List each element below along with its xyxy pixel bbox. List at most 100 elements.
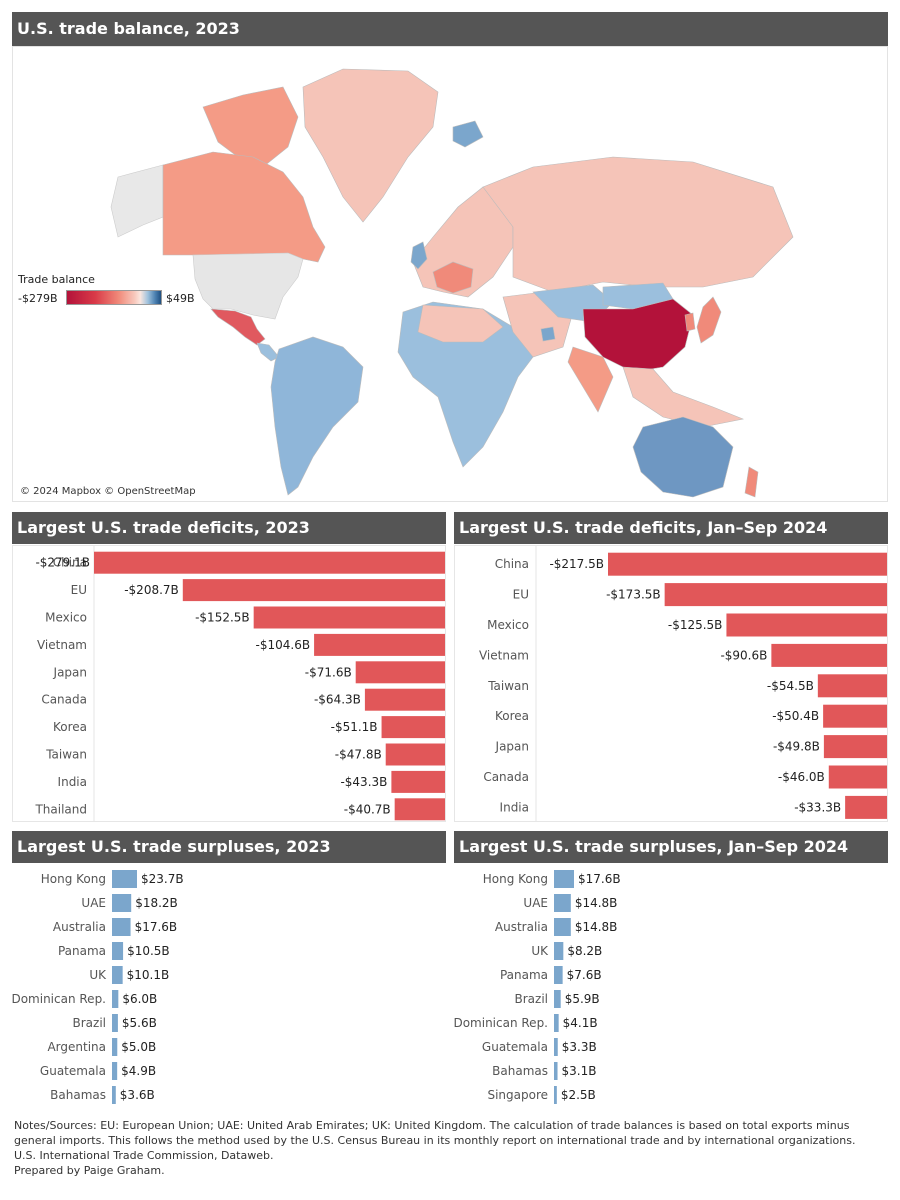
surplus-bar[interactable] — [112, 1014, 118, 1032]
deficits-2024-title: Largest U.S. trade deficits, Jan–Sep 202… — [454, 512, 888, 544]
surplus-bar[interactable] — [554, 918, 571, 936]
world-map-svg — [110, 68, 794, 498]
value-label: -$33.3B — [794, 800, 841, 814]
surplus-bar[interactable] — [112, 1062, 118, 1080]
value-label: $5.6B — [122, 1016, 157, 1030]
category-label: Argentina — [47, 1040, 106, 1054]
surplus-bar[interactable] — [554, 870, 574, 888]
map-eu-core — [432, 261, 474, 294]
map-canada — [162, 151, 326, 263]
category-label: Japan — [53, 665, 87, 679]
surplus-bar[interactable] — [112, 870, 137, 888]
map-alaska — [110, 164, 164, 238]
category-label: India — [500, 800, 529, 814]
value-label: -$51.1B — [331, 720, 378, 734]
value-label: -$71.6B — [305, 665, 352, 679]
surplus-bar[interactable] — [112, 1038, 118, 1056]
world-map[interactable] — [12, 46, 888, 502]
category-label: Brazil — [73, 1016, 107, 1030]
deficit-bar[interactable] — [394, 798, 446, 821]
surplus-bar[interactable] — [554, 990, 561, 1008]
category-label: Australia — [53, 920, 106, 934]
category-label: Korea — [495, 709, 529, 723]
category-label: Bahamas — [492, 1064, 548, 1078]
surplus-bar[interactable] — [554, 1038, 558, 1056]
surpluses-2023-panel: Hong Kong $23.7B UAE $18.2B Australia $17.6B P… — [11, 866, 446, 1108]
category-label: Singapore — [487, 1088, 548, 1102]
surplus-bar[interactable] — [112, 918, 131, 936]
category-label: Guatemala — [40, 1064, 106, 1078]
value-label: -$173.5B — [606, 588, 661, 602]
map-china — [582, 298, 694, 373]
value-label: -$40.7B — [344, 802, 391, 816]
value-label: $10.5B — [127, 944, 170, 958]
surplus-bar[interactable] — [554, 1062, 558, 1080]
surplus-bar[interactable] — [554, 1086, 557, 1104]
deficit-bar[interactable] — [385, 743, 446, 766]
category-label: Mexico — [45, 611, 87, 625]
deficit-bar[interactable] — [817, 674, 888, 698]
category-label: Taiwan — [487, 679, 529, 693]
value-label: -$90.6B — [720, 648, 767, 662]
legend-min-label: -$279B — [18, 292, 58, 305]
deficit-bar[interactable] — [364, 688, 446, 711]
notes-line-3: U.S. International Trade Commission, Dat… — [14, 1149, 274, 1162]
map-africa — [397, 301, 534, 468]
surplus-bar[interactable] — [112, 1086, 116, 1104]
value-label: $3.6B — [120, 1088, 155, 1102]
value-label: $2.5B — [561, 1088, 596, 1102]
category-label: UK — [89, 968, 107, 982]
deficit-bar[interactable] — [664, 583, 888, 607]
deficit-bar[interactable] — [845, 795, 888, 819]
value-label: -$64.3B — [314, 693, 361, 707]
map-central-america — [256, 342, 280, 362]
surplus-bar[interactable] — [554, 1014, 559, 1032]
value-label: -$54.5B — [767, 679, 814, 693]
value-label: $6.0B — [122, 992, 157, 1006]
legend-color-scale — [66, 290, 162, 305]
category-label: Taiwan — [45, 748, 87, 762]
deficit-bar[interactable] — [771, 643, 888, 667]
surplus-bar[interactable] — [554, 942, 564, 960]
value-label: $7.6B — [567, 968, 602, 982]
category-label: Hong Kong — [483, 872, 548, 886]
value-label: $3.1B — [562, 1064, 597, 1078]
category-label: UAE — [523, 896, 548, 910]
deficit-bar[interactable] — [253, 606, 446, 629]
map-usa — [192, 252, 304, 320]
map-iceland — [452, 120, 484, 148]
notes-line-2: general imports. This follows the method… — [14, 1134, 856, 1147]
category-label: Bahamas — [50, 1088, 106, 1102]
map-japan — [696, 296, 722, 344]
deficit-bar[interactable] — [823, 735, 888, 759]
deficit-bar[interactable] — [391, 770, 446, 793]
category-label: Hong Kong — [41, 872, 106, 886]
category-label: China — [53, 556, 87, 570]
deficit-bar[interactable] — [314, 633, 446, 656]
surplus-bar[interactable] — [554, 966, 563, 984]
deficit-bar[interactable] — [381, 716, 446, 739]
value-label: -$47.8B — [335, 748, 382, 762]
surplus-bar[interactable] — [112, 966, 123, 984]
deficit-bar[interactable] — [182, 579, 446, 602]
value-label: -$50.4B — [772, 709, 819, 723]
deficits-2023-title: Largest U.S. trade deficits, 2023 — [12, 512, 446, 544]
map-se-asia — [622, 366, 745, 428]
value-label: -$43.3B — [340, 775, 387, 789]
deficit-bar[interactable] — [726, 613, 888, 637]
deficit-bar[interactable] — [355, 661, 446, 684]
surplus-bar[interactable] — [112, 942, 124, 960]
deficit-bar[interactable] — [94, 551, 446, 574]
category-label: Canada — [41, 693, 87, 707]
deficit-bar[interactable] — [608, 552, 888, 576]
legend-max-label: $49B — [166, 292, 195, 305]
value-label: -$208.7B — [124, 583, 179, 597]
surplus-bar[interactable] — [112, 894, 132, 912]
deficit-bar[interactable] — [828, 765, 888, 789]
value-label: $14.8B — [575, 896, 618, 910]
surplus-bar[interactable] — [554, 894, 571, 912]
value-label: $17.6B — [135, 920, 178, 934]
category-label: Guatemala — [482, 1040, 548, 1054]
surplus-bar[interactable] — [112, 990, 119, 1008]
deficit-bar[interactable] — [823, 704, 888, 728]
